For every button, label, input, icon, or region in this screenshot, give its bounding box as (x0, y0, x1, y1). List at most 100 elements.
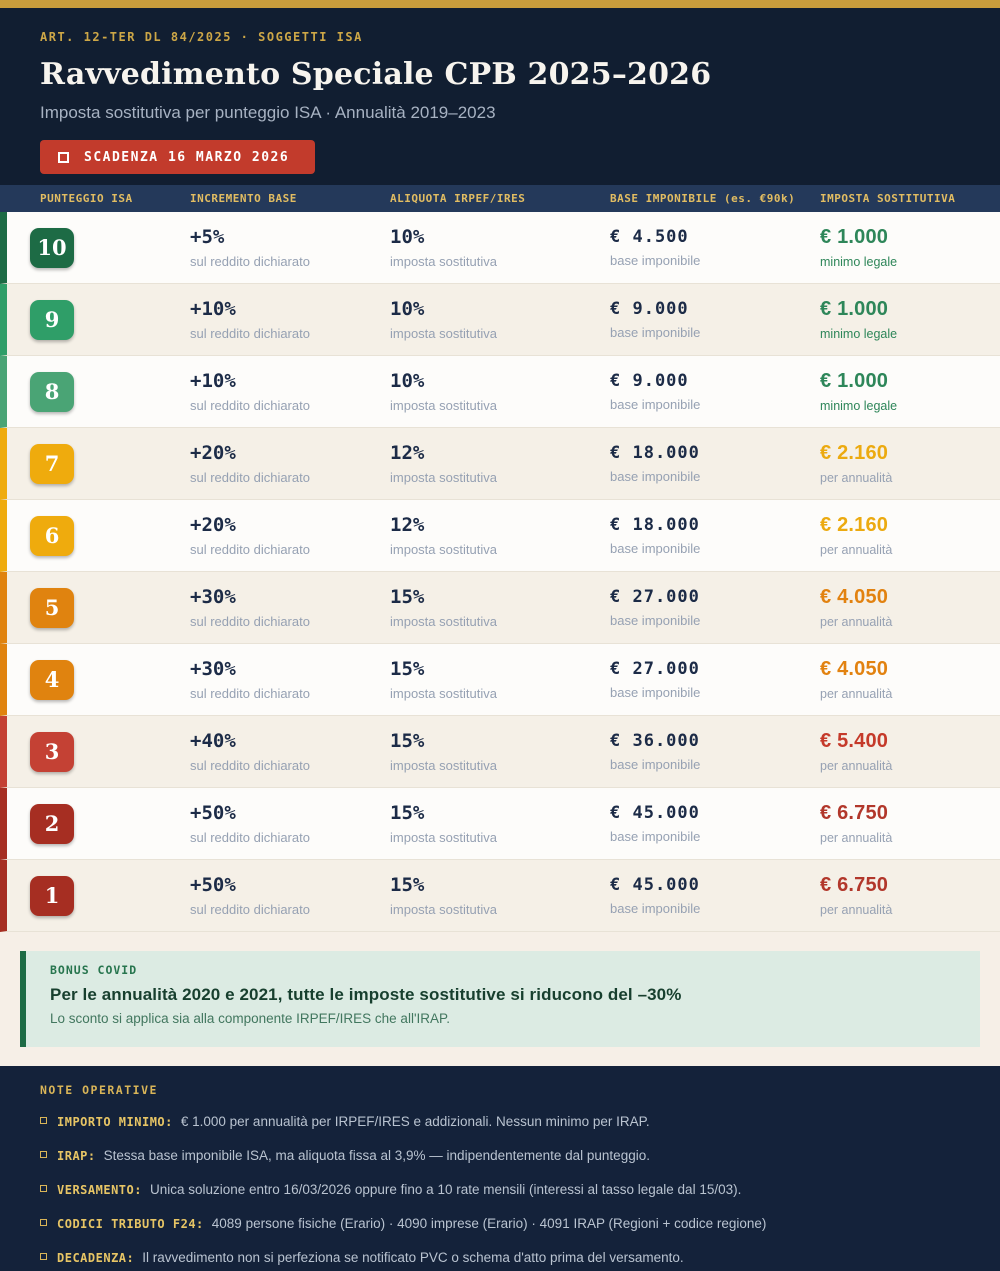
rate-cell: 10% imposta sostitutiva (390, 226, 610, 269)
rate-value: 12% (390, 442, 425, 464)
square-bullet-icon (58, 151, 69, 163)
table-row: 5 +30% sul reddito dichiarato 15% impost… (0, 572, 1000, 644)
tax-cell: € 2.160 per annualità (820, 442, 1000, 485)
rate-sublabel: imposta sostitutiva (390, 614, 497, 629)
square-bullet-icon (40, 1151, 47, 1158)
base-sublabel: base imponibile (610, 397, 701, 412)
tax-cell: € 5.400 per annualità (820, 730, 1000, 773)
tax-cell: € 6.750 per annualità (820, 802, 1000, 845)
increment-sublabel: sul reddito dichiarato (190, 614, 310, 629)
tax-sublabel: per annualità (820, 543, 893, 557)
base-sublabel: base imponibile (610, 469, 701, 484)
base-cell: € 27.000 base imponibile (610, 659, 820, 700)
score-cell: 2 (30, 803, 190, 844)
base-value: € 9.000 (610, 299, 689, 319)
isa-table-body: 10 +5% sul reddito dichiarato 10% impost… (0, 212, 1000, 932)
note-text: Il ravvedimento non si perfeziona se not… (142, 1250, 684, 1265)
column-header: INCREMENTO BASE (190, 192, 297, 205)
table-header-row: PUNTEGGIO ISA INCREMENTO BASE ALIQUOTA I… (0, 185, 1000, 212)
score-cell: 7 (30, 443, 190, 484)
table-row: 4 +30% sul reddito dichiarato 15% impost… (0, 644, 1000, 716)
base-sublabel: base imponibile (610, 685, 701, 700)
rate-value: 15% (390, 874, 425, 896)
note-text: Unica soluzione entro 16/03/2026 oppure … (149, 1182, 742, 1197)
table-row: 9 +10% sul reddito dichiarato 10% impost… (0, 284, 1000, 356)
table-row: 1 +50% sul reddito dichiarato 15% impost… (0, 860, 1000, 932)
table-row: 6 +20% sul reddito dichiarato 12% impost… (0, 500, 1000, 572)
base-value: € 9.000 (610, 371, 689, 391)
rate-sublabel: imposta sostitutiva (390, 686, 497, 701)
increment-cell: +5% sul reddito dichiarato (190, 226, 390, 269)
tax-sublabel: minimo legale (820, 255, 898, 269)
base-cell: € 18.000 base imponibile (610, 443, 820, 484)
rate-value: 15% (390, 658, 425, 680)
tax-cell: € 4.050 per annualità (820, 658, 1000, 701)
square-bullet-icon (40, 1219, 47, 1226)
increment-cell: +30% sul reddito dichiarato (190, 586, 390, 629)
tax-sublabel: per annualità (820, 831, 893, 845)
base-sublabel: base imponibile (610, 325, 701, 340)
square-bullet-icon (40, 1117, 47, 1124)
base-sublabel: base imponibile (610, 901, 701, 916)
square-bullet-icon (40, 1185, 47, 1192)
base-value: € 45.000 (610, 875, 700, 895)
note-label: DECADENZA: (57, 1251, 135, 1265)
tax-value: € 1.000 (820, 370, 889, 392)
rate-value: 12% (390, 514, 425, 536)
tax-value: € 2.160 (820, 442, 889, 464)
table-row: 3 +40% sul reddito dichiarato 15% impost… (0, 716, 1000, 788)
increment-value: +10% (190, 298, 236, 320)
isa-score-badge: 5 (30, 587, 74, 628)
tax-value: € 6.750 (820, 874, 889, 896)
increment-value: +50% (190, 874, 236, 896)
rate-sublabel: imposta sostitutiva (390, 542, 497, 557)
rate-sublabel: imposta sostitutiva (390, 254, 497, 269)
isa-score-badge: 4 (30, 659, 74, 700)
page-title: Ravvedimento Speciale CPB 2025–2026 (40, 57, 712, 92)
tax-value: € 2.160 (820, 514, 889, 536)
tax-sublabel: per annualità (820, 903, 893, 917)
note-label: CODICI TRIBUTO F24: (57, 1217, 204, 1231)
deadline-badge: SCADENZA 16 MARZO 2026 (40, 140, 316, 174)
column-header: IMPOSTA SOSTITUTIVA (820, 192, 956, 205)
base-cell: € 9.000 base imponibile (610, 371, 820, 412)
isa-score-badge: 6 (30, 515, 74, 556)
column-header: BASE IMPONIBILE (es. €90k) (610, 192, 796, 205)
tax-sublabel: per annualità (820, 615, 893, 629)
increment-sublabel: sul reddito dichiarato (190, 470, 310, 485)
base-value: € 27.000 (610, 587, 700, 607)
rate-value: 15% (390, 586, 425, 608)
increment-value: +10% (190, 370, 236, 392)
base-value: € 18.000 (610, 515, 700, 535)
note-text: Stessa base imponibile ISA, ma aliquota … (103, 1148, 650, 1163)
increment-cell: +50% sul reddito dichiarato (190, 874, 390, 917)
increment-sublabel: sul reddito dichiarato (190, 326, 310, 341)
tax-cell: € 2.160 per annualità (820, 514, 1000, 557)
isa-score-badge: 10 (30, 227, 74, 268)
square-bullet-icon (40, 1253, 47, 1260)
increment-sublabel: sul reddito dichiarato (190, 830, 310, 845)
note-item: CODICI TRIBUTO F24: 4089 persone fisiche… (40, 1214, 960, 1234)
notes-list: IMPORTO MINIMO: € 1.000 per annualità pe… (40, 1112, 960, 1268)
score-cell: 8 (30, 371, 190, 412)
note-item: VERSAMENTO: Unica soluzione entro 16/03/… (40, 1180, 960, 1200)
rate-value: 15% (390, 730, 425, 752)
notes-footer: NOTE OPERATIVE IMPORTO MINIMO: € 1.000 p… (0, 1066, 1000, 1271)
bonus-callout: BONUS COVID Per le annualità 2020 e 2021… (20, 951, 980, 1047)
score-cell: 6 (30, 515, 190, 556)
note-item: IRAP: Stessa base imponibile ISA, ma ali… (40, 1146, 960, 1166)
base-value: € 27.000 (610, 659, 700, 679)
isa-score-badge: 3 (30, 731, 74, 772)
rate-cell: 15% imposta sostitutiva (390, 730, 610, 773)
increment-value: +30% (190, 658, 236, 680)
bonus-section: BONUS COVID Per le annualità 2020 e 2021… (0, 932, 1000, 1066)
table-row: 10 +5% sul reddito dichiarato 10% impost… (0, 212, 1000, 284)
note-label: VERSAMENTO: (57, 1183, 142, 1197)
increment-cell: +20% sul reddito dichiarato (190, 514, 390, 557)
base-sublabel: base imponibile (610, 829, 701, 844)
base-sublabel: base imponibile (610, 253, 701, 268)
increment-cell: +30% sul reddito dichiarato (190, 658, 390, 701)
rate-value: 10% (390, 370, 425, 392)
table-row: 2 +50% sul reddito dichiarato 15% impost… (0, 788, 1000, 860)
score-cell: 3 (30, 731, 190, 772)
